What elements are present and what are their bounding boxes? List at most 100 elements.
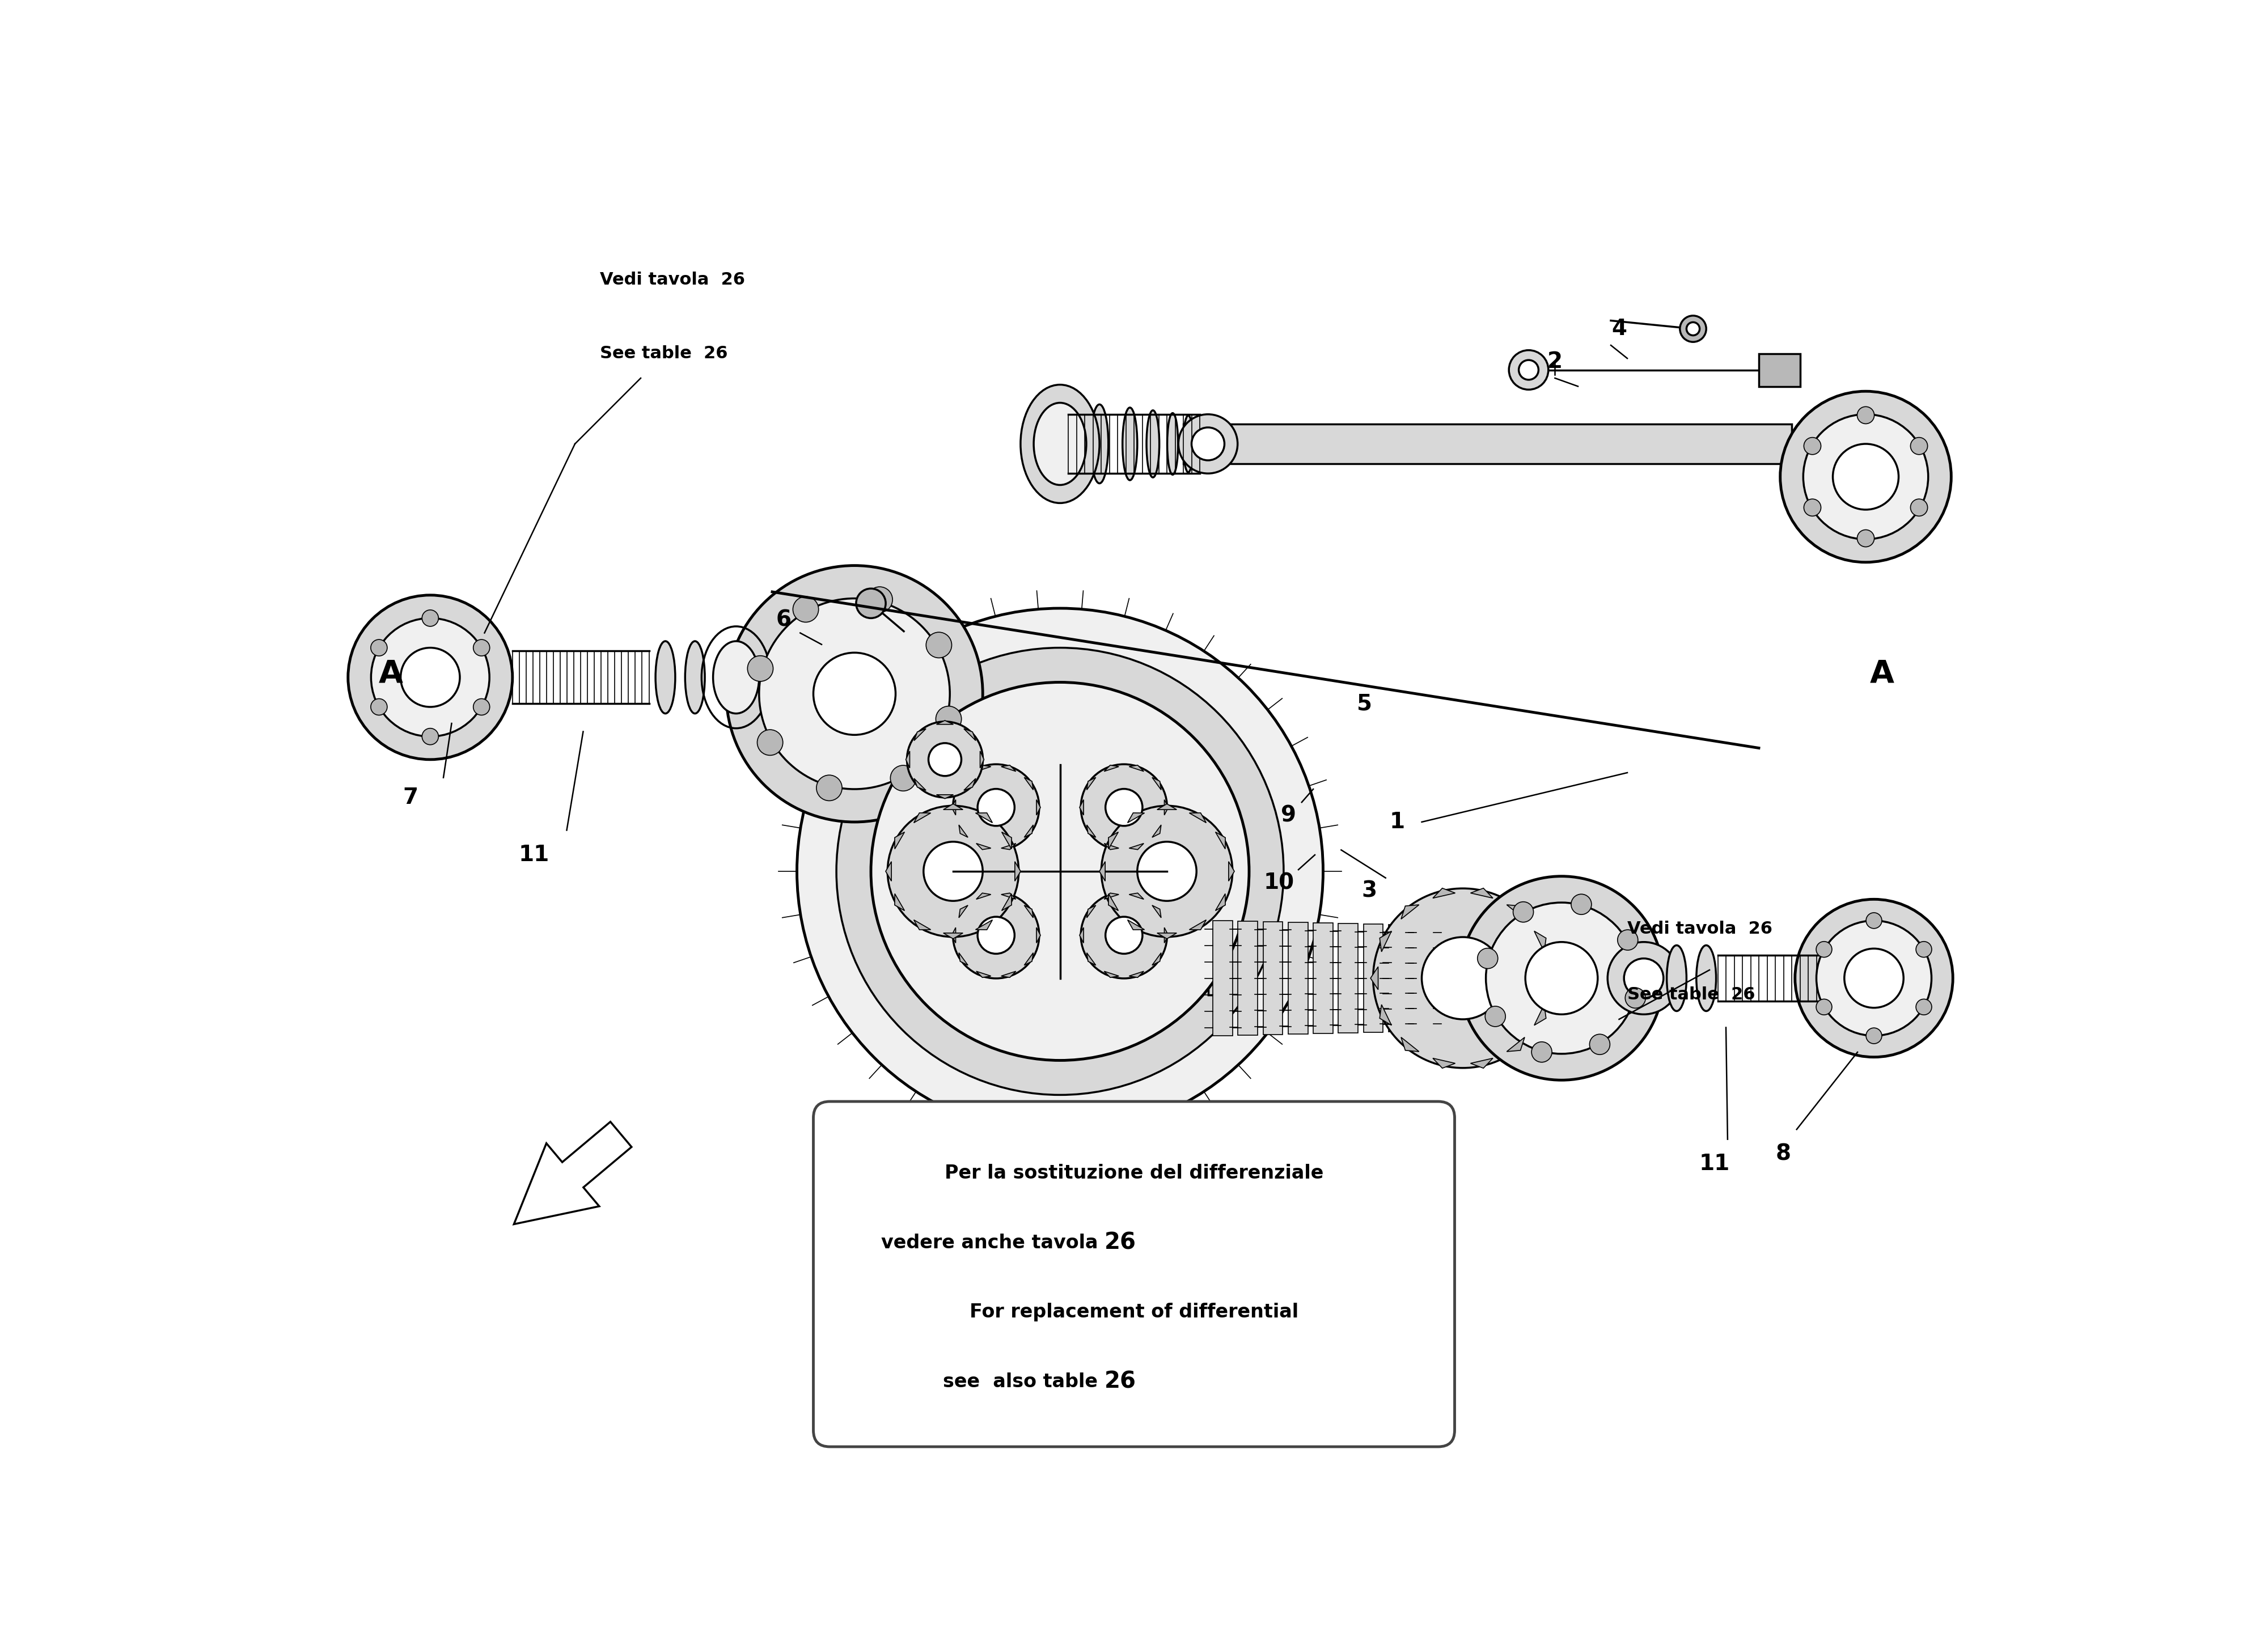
Circle shape (1803, 414, 1928, 539)
Circle shape (1572, 894, 1592, 914)
Polygon shape (905, 751, 909, 768)
Polygon shape (1379, 1004, 1393, 1026)
Circle shape (1910, 500, 1928, 516)
Circle shape (370, 699, 388, 715)
Polygon shape (1080, 927, 1084, 944)
Circle shape (1617, 931, 1637, 950)
Polygon shape (894, 832, 905, 848)
Polygon shape (1163, 799, 1168, 815)
Text: A: A (1869, 659, 1894, 689)
Circle shape (871, 682, 1250, 1060)
Text: 6: 6 (776, 608, 792, 631)
Polygon shape (1100, 861, 1105, 881)
Polygon shape (1105, 843, 1118, 850)
Text: 7: 7 (404, 786, 417, 809)
Circle shape (347, 595, 513, 760)
Ellipse shape (1168, 413, 1177, 475)
Circle shape (1105, 917, 1143, 954)
Polygon shape (1157, 934, 1177, 939)
Polygon shape (1370, 967, 1379, 990)
Circle shape (1916, 1000, 1932, 1014)
Polygon shape (964, 728, 975, 741)
Circle shape (1803, 500, 1821, 516)
Ellipse shape (1667, 945, 1687, 1011)
Ellipse shape (1184, 416, 1193, 472)
Circle shape (1372, 888, 1554, 1069)
Circle shape (1531, 1042, 1551, 1062)
Bar (1263, 922, 1284, 1034)
Polygon shape (1433, 1059, 1456, 1069)
Circle shape (796, 608, 1322, 1134)
Ellipse shape (1123, 408, 1136, 480)
Polygon shape (1229, 861, 1234, 881)
Polygon shape (1129, 893, 1143, 899)
Text: 4: 4 (1610, 317, 1626, 340)
FancyBboxPatch shape (814, 1101, 1454, 1447)
Polygon shape (1188, 812, 1207, 822)
Polygon shape (1000, 972, 1016, 978)
Circle shape (401, 648, 460, 707)
Polygon shape (1152, 906, 1161, 917)
Polygon shape (914, 778, 925, 791)
Polygon shape (975, 972, 991, 978)
Circle shape (1179, 414, 1238, 473)
Polygon shape (1433, 888, 1456, 898)
Polygon shape (1402, 904, 1420, 919)
Circle shape (1590, 1034, 1610, 1054)
Circle shape (1844, 949, 1903, 1008)
Polygon shape (959, 778, 968, 789)
Text: See table  26: See table 26 (599, 345, 728, 362)
Polygon shape (1002, 832, 1012, 848)
Polygon shape (1547, 967, 1556, 990)
Polygon shape (1163, 927, 1168, 944)
Polygon shape (1127, 921, 1145, 931)
Circle shape (1508, 350, 1549, 390)
Polygon shape (1025, 778, 1034, 789)
Circle shape (1780, 391, 1950, 562)
Polygon shape (1025, 954, 1034, 965)
Polygon shape (1533, 931, 1547, 952)
Polygon shape (1506, 1037, 1524, 1052)
Bar (1783, 457, 1862, 496)
Circle shape (1191, 427, 1225, 460)
Bar (1313, 922, 1334, 1034)
Circle shape (1817, 942, 1833, 957)
Text: 9: 9 (1281, 804, 1297, 827)
Circle shape (855, 589, 887, 618)
Polygon shape (943, 804, 964, 809)
Text: see  also table: see also table (943, 1373, 1105, 1391)
Polygon shape (975, 812, 993, 822)
Bar (1288, 922, 1309, 1034)
Text: 26: 26 (1105, 1231, 1136, 1254)
Ellipse shape (655, 641, 676, 713)
Circle shape (1624, 958, 1662, 998)
Polygon shape (937, 720, 953, 725)
Circle shape (1105, 789, 1143, 825)
Polygon shape (959, 954, 968, 965)
Polygon shape (1025, 906, 1034, 917)
Circle shape (422, 728, 438, 745)
Polygon shape (1086, 954, 1095, 965)
Text: For replacement of differential: For replacement of differential (968, 1304, 1300, 1322)
Polygon shape (1129, 843, 1143, 850)
Ellipse shape (1696, 945, 1717, 1011)
Polygon shape (1127, 812, 1145, 822)
Polygon shape (894, 894, 905, 911)
Circle shape (794, 597, 819, 621)
Polygon shape (1086, 825, 1095, 837)
Ellipse shape (1148, 411, 1159, 477)
Circle shape (1520, 360, 1538, 380)
Polygon shape (1105, 764, 1118, 771)
Circle shape (758, 730, 782, 755)
Bar (1213, 921, 1234, 1036)
Circle shape (1476, 949, 1497, 968)
Text: 1: 1 (1390, 810, 1404, 834)
Polygon shape (1188, 921, 1207, 931)
Circle shape (726, 566, 982, 822)
Polygon shape (1000, 764, 1016, 771)
Circle shape (372, 618, 490, 737)
Circle shape (474, 699, 490, 715)
Circle shape (1916, 942, 1932, 957)
Circle shape (953, 893, 1039, 978)
Text: 11: 11 (519, 843, 549, 866)
